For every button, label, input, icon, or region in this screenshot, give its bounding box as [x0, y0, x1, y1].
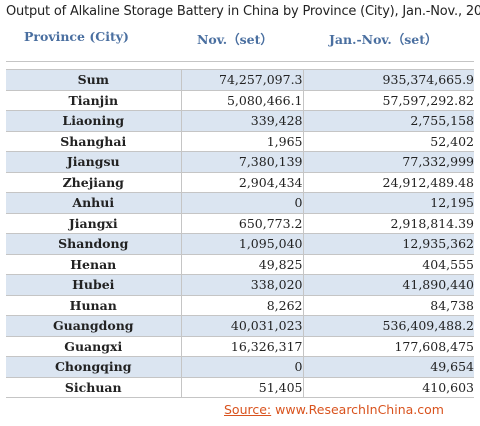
nov-value-cell: 7,380,139 [181, 151, 304, 173]
nov-value-cell: 49,825 [181, 254, 304, 275]
table-row: Henan 49,825 404,555 [6, 254, 474, 275]
jan-nov-value-cell: 404,555 [303, 254, 474, 275]
nov-value-cell: 8,262 [181, 295, 304, 316]
table-row: Sum 74,257,097.3 935,374,665.9 [6, 69, 474, 91]
table-row: Zhejiang 2,904,434 24,912,489.48 [6, 172, 474, 193]
province-cell: Shandong [6, 233, 182, 255]
nov-value-cell: 1,095,040 [181, 233, 304, 255]
nov-value-cell: 0 [181, 192, 304, 214]
province-cell: Guangdong [6, 315, 182, 337]
jan-nov-value-cell: 41,890,440 [303, 274, 474, 296]
table-row: Tianjin 5,080,466.1 57,597,292.82 [6, 90, 474, 111]
table-row: Guangxi 16,326,317 177,608,475 [6, 336, 474, 357]
jan-nov-value-cell: 77,332,999 [303, 151, 474, 173]
column-header-jan-nov: Jan.-Nov.（set） [303, 24, 474, 62]
jan-nov-value-cell: 57,597,292.82 [303, 90, 474, 111]
table-row: Jiangxi 650,773.2 2,918,814.39 [6, 213, 474, 234]
nov-value-cell: 40,031,023 [181, 315, 304, 337]
column-header-province: Province (City) [6, 24, 181, 62]
nov-value-cell: 2,904,434 [181, 172, 304, 193]
jan-nov-value-cell: 935,374,665.9 [303, 69, 474, 91]
province-cell: Shanghai [6, 131, 182, 152]
province-cell: Chongqing [6, 356, 182, 378]
province-cell: Zhejiang [6, 172, 182, 193]
table-row: Shanghai 1,965 52,402 [6, 131, 474, 152]
column-header-nov: Nov.（set） [181, 24, 303, 62]
table-row: Chongqing 0 49,654 [6, 356, 474, 378]
jan-nov-value-cell: 2,755,158 [303, 110, 474, 132]
table-body: Sum 74,257,097.3 935,374,665.9 Tianjin 5,080… [6, 61, 474, 398]
jan-nov-value-cell: 12,935,362 [303, 233, 474, 255]
nov-value-cell: 339,428 [181, 110, 304, 132]
source-site: www.ResearchInChina.com [275, 402, 444, 417]
province-cell: Anhui [6, 192, 182, 214]
nov-value-cell: 74,257,097.3 [181, 69, 304, 91]
chart-title: Output of Alkaline Storage Battery in Ch… [6, 4, 480, 19]
jan-nov-value-cell: 2,918,814.39 [303, 213, 474, 234]
province-cell: Liaoning [6, 110, 182, 132]
jan-nov-value-cell: 12,195 [303, 192, 474, 214]
nov-value-cell: 5,080,466.1 [181, 90, 304, 111]
table-row: Hunan 8,262 84,738 [6, 295, 474, 316]
source-note: Source: www.ResearchInChina.com [224, 402, 444, 417]
header-row: Province (City) Nov.（set） Jan.-Nov.（set） [6, 24, 474, 62]
table-row: Hubei 338,020 41,890,440 [6, 274, 474, 296]
province-cell: Sum [6, 69, 182, 91]
province-cell: Guangxi [6, 336, 182, 357]
source-label: Source: [224, 402, 272, 417]
jan-nov-value-cell: 177,608,475 [303, 336, 474, 357]
province-cell: Jiangsu [6, 151, 182, 173]
jan-nov-value-cell: 52,402 [303, 131, 474, 152]
nov-value-cell: 650,773.2 [181, 213, 304, 234]
data-table: Province (City) Nov.（set） Jan.-Nov.（set）… [6, 24, 474, 398]
province-cell: Sichuan [6, 377, 182, 398]
province-cell: Hubei [6, 274, 182, 296]
table-row: Jiangsu 7,380,139 77,332,999 [6, 151, 474, 173]
jan-nov-value-cell: 84,738 [303, 295, 474, 316]
table-row: Anhui 0 12,195 [6, 192, 474, 214]
nov-value-cell: 16,326,317 [181, 336, 304, 357]
nov-value-cell: 1,965 [181, 131, 304, 152]
jan-nov-value-cell: 49,654 [303, 356, 474, 378]
jan-nov-value-cell: 24,912,489.48 [303, 172, 474, 193]
jan-nov-value-cell: 536,409,488.2 [303, 315, 474, 337]
province-cell: Jiangxi [6, 213, 182, 234]
jan-nov-value-cell: 410,603 [303, 377, 474, 398]
table-row: Sichuan 51,405 410,603 [6, 377, 474, 398]
spacer-row [6, 61, 474, 70]
province-cell: Tianjin [6, 90, 182, 111]
province-cell: Hunan [6, 295, 182, 316]
table-row: Shandong 1,095,040 12,935,362 [6, 233, 474, 255]
province-cell: Henan [6, 254, 182, 275]
nov-value-cell: 0 [181, 356, 304, 378]
nov-value-cell: 338,020 [181, 274, 304, 296]
table-row: Guangdong 40,031,023 536,409,488.2 [6, 315, 474, 337]
table-row: Liaoning 339,428 2,755,158 [6, 110, 474, 132]
nov-value-cell: 51,405 [181, 377, 304, 398]
